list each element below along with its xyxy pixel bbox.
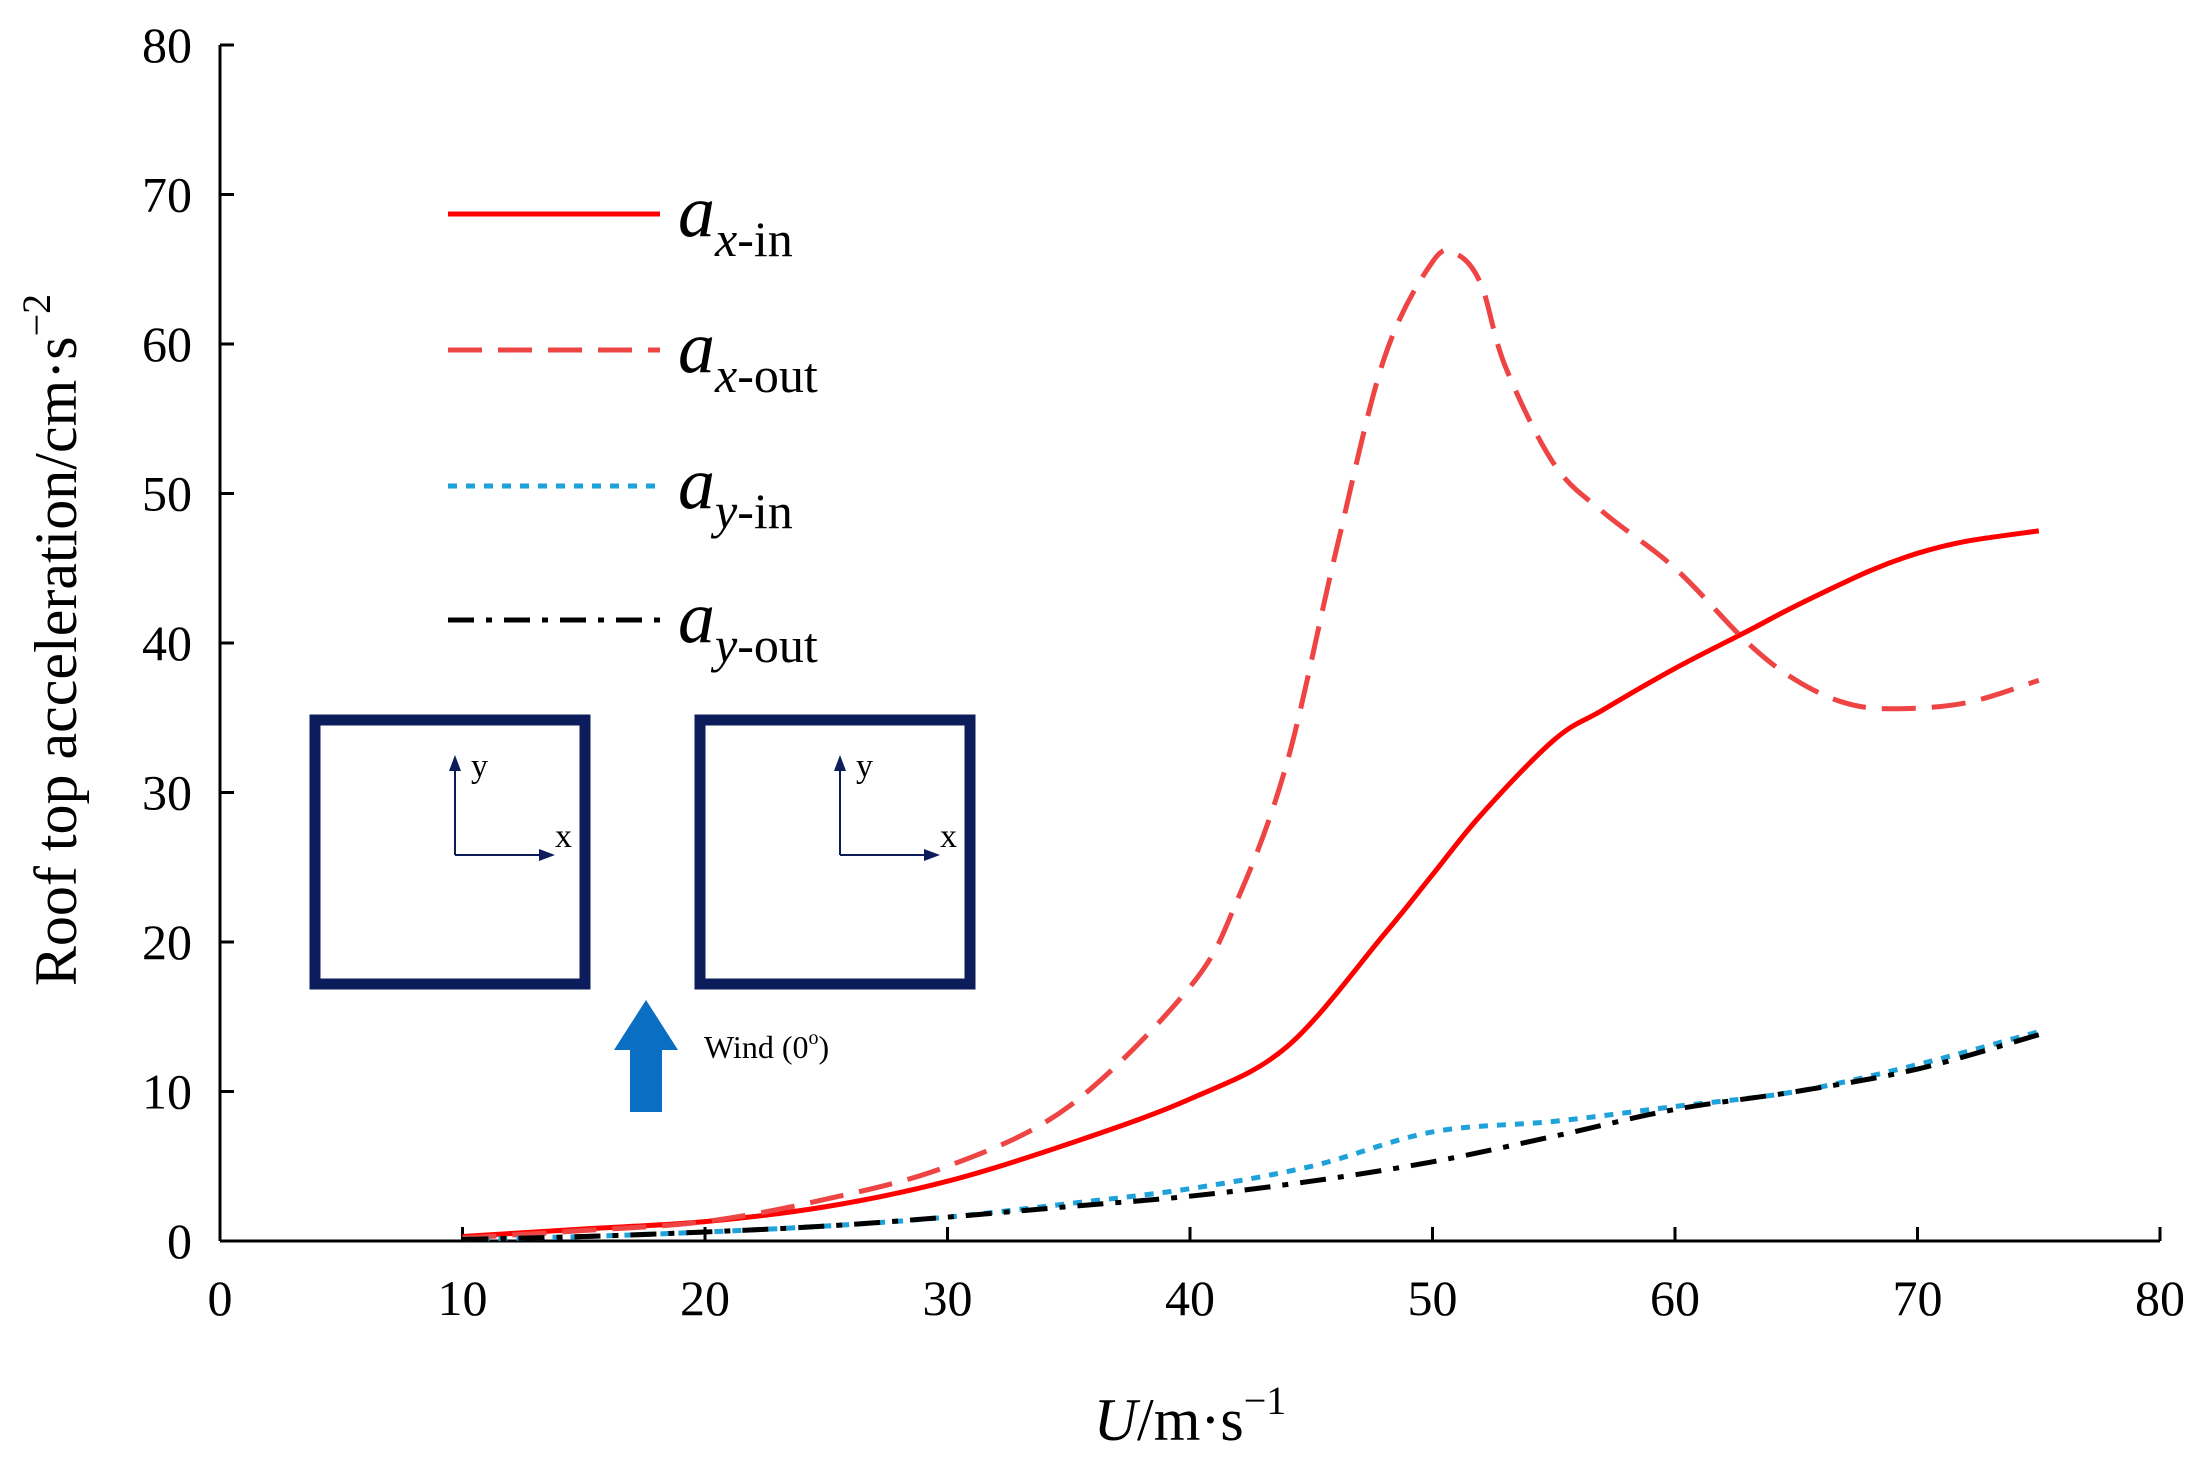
inset-y-label: y — [856, 748, 873, 785]
series-line-a_y-out — [462, 1032, 2040, 1242]
x-arrowhead-icon — [924, 849, 940, 861]
inset-x-label: x — [940, 818, 957, 855]
y-tick-label: 30 — [142, 765, 192, 821]
y-tick-label: 80 — [142, 17, 192, 73]
x-tick-label: 40 — [1165, 1270, 1215, 1326]
x-tick-label: 20 — [680, 1270, 730, 1326]
y-tick-label: 60 — [142, 316, 192, 372]
x-tick-label: 10 — [438, 1270, 488, 1326]
y-tick-label: 70 — [142, 167, 192, 223]
y-arrowhead-icon — [834, 755, 846, 771]
x-tick-label: 0 — [208, 1270, 233, 1326]
series-line-a_y-in — [462, 1029, 2040, 1242]
building-inset: y x y x Wind (0o) — [309, 714, 976, 1112]
x-tick-label: 60 — [1650, 1270, 1700, 1326]
axis-titles: U/m·s−1 Roof top acceleration/cm·s−2 — [14, 294, 1286, 1453]
wind-label: Wind (0o) — [704, 1027, 829, 1065]
wind-arrow-icon — [614, 1000, 678, 1112]
x-tick-label: 80 — [2135, 1270, 2185, 1326]
y-tick-label: 20 — [142, 914, 192, 970]
legend: ax-in ax-out ay-in ay-out — [448, 171, 818, 673]
x-axis-title: U/m·s−1 — [1094, 1378, 1287, 1453]
y-arrowhead-icon — [449, 755, 461, 771]
tick-marks — [218, 43, 2162, 1243]
legend-label-a_y-in: ay-in — [678, 443, 793, 539]
building-left — [309, 714, 591, 990]
legend-label-a_x-in: ax-in — [678, 171, 793, 267]
legend-label-a_x-out: ax-out — [678, 307, 818, 403]
series-lines — [462, 247, 2040, 1242]
y-tick-label: 40 — [142, 615, 192, 671]
legend-label-a_y-out: ay-out — [678, 577, 818, 673]
series-line-a_x-in — [462, 528, 2040, 1239]
x-tick-label: 50 — [1408, 1270, 1458, 1326]
x-tick-label: 30 — [923, 1270, 973, 1326]
x-tick-label: 70 — [1893, 1270, 1943, 1326]
series-line-a_x-out — [462, 247, 2040, 1241]
axes — [218, 45, 2160, 1243]
y-tick-label: 10 — [142, 1064, 192, 1120]
x-arrowhead-icon — [539, 849, 555, 861]
inset-y-label: y — [471, 748, 488, 785]
y-tick-label: 50 — [142, 466, 192, 522]
tick-labels: 0 10 20 30 40 50 60 70 80 0 10 20 30 40 50 60 70 80 — [142, 17, 2185, 1326]
inset-x-label: x — [555, 818, 572, 855]
y-tick-label: 0 — [167, 1213, 192, 1269]
y-axis-title: Roof top acceleration/cm·s−2 — [14, 294, 89, 986]
building-right — [694, 714, 976, 990]
